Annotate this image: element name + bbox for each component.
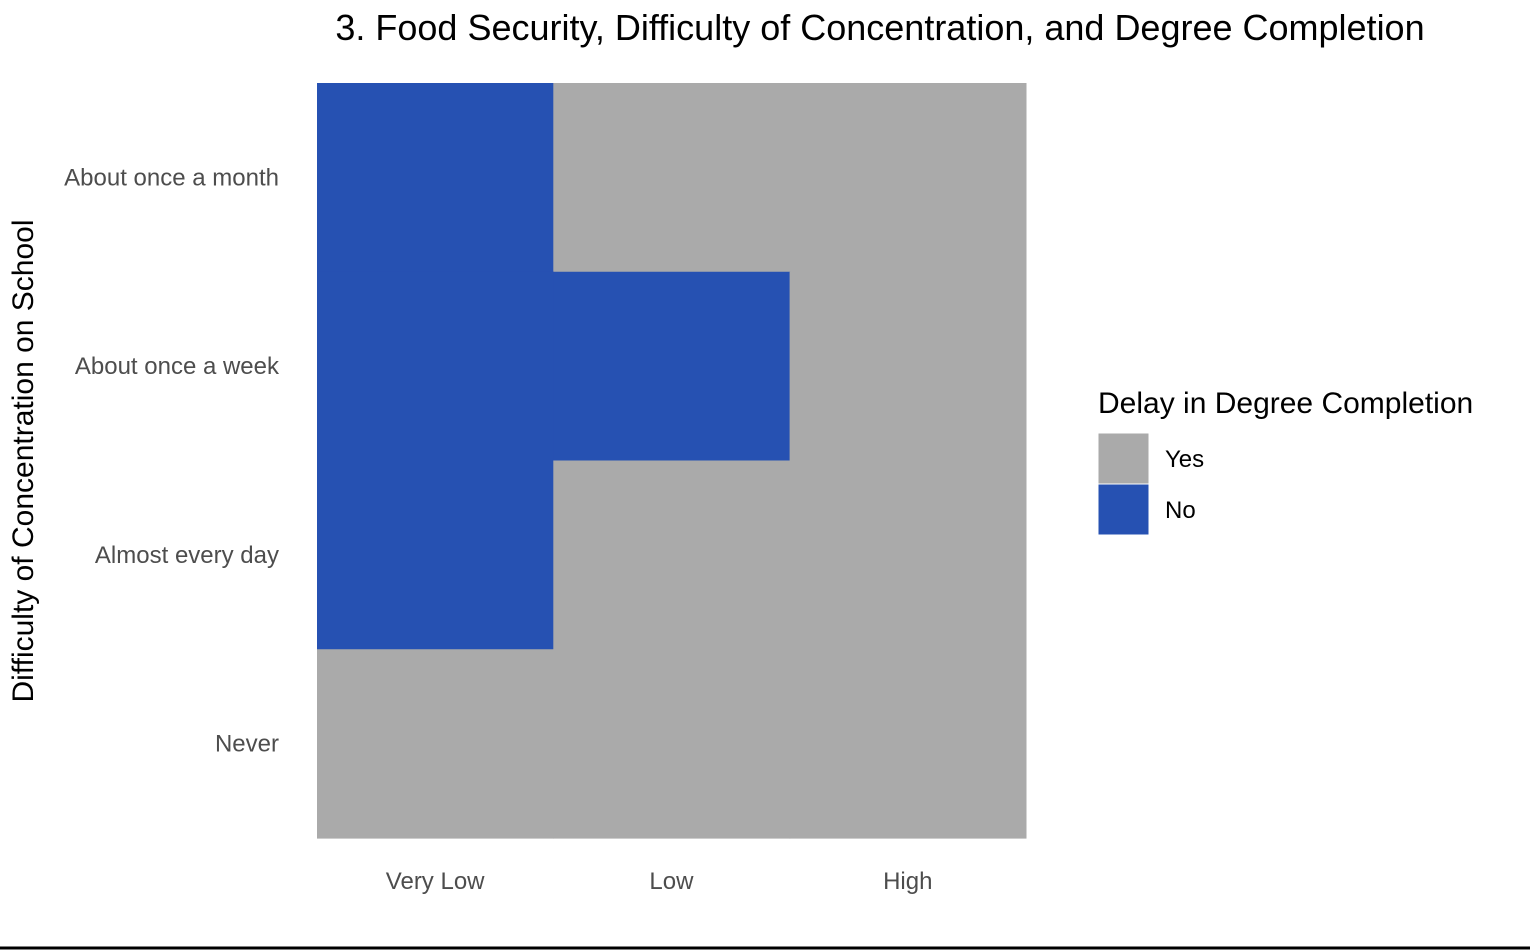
legend-title: Delay in Degree Completion (1098, 387, 1473, 420)
legend: Delay in Degree Completion Yes No (1097, 387, 1473, 536)
y-axis-ticks: About once a month About once a week Almos… (64, 164, 280, 757)
chart-title: 3. Food Security, Difficulty of Concentr… (335, 7, 1424, 48)
y-tick-label: Never (215, 731, 279, 758)
y-tick-label: About once a month (64, 164, 279, 191)
legend-label: No (1165, 497, 1196, 524)
heatmap-cell (553, 649, 791, 839)
y-tick-label: Almost every day (95, 542, 279, 569)
heatmap-cell (317, 649, 554, 839)
y-tick-label: About once a week (75, 353, 280, 380)
heatmap-cell (553, 83, 791, 273)
heatmap-cell (789, 83, 1027, 273)
heatmap-cell (317, 460, 554, 650)
x-tick-label: Low (649, 868, 694, 895)
heatmap-cell (317, 83, 554, 273)
legend-key (1097, 432, 1150, 485)
heatmap-cell (553, 271, 791, 462)
heatmap-cell (317, 271, 554, 462)
x-tick-label: High (883, 868, 932, 895)
heatmap-cell (789, 460, 1027, 650)
heatmap-cells (317, 83, 1027, 839)
x-tick-label: Very Low (386, 868, 485, 895)
heatmap-cell (789, 649, 1027, 839)
heatmap-cell (553, 460, 791, 650)
legend-key (1097, 483, 1150, 536)
x-axis-ticks: Very Low Low High (386, 868, 933, 895)
y-axis-title: Difficulty of Concentration on School (7, 219, 40, 702)
heatmap-cell (789, 271, 1027, 462)
legend-label: Yes (1165, 446, 1204, 473)
